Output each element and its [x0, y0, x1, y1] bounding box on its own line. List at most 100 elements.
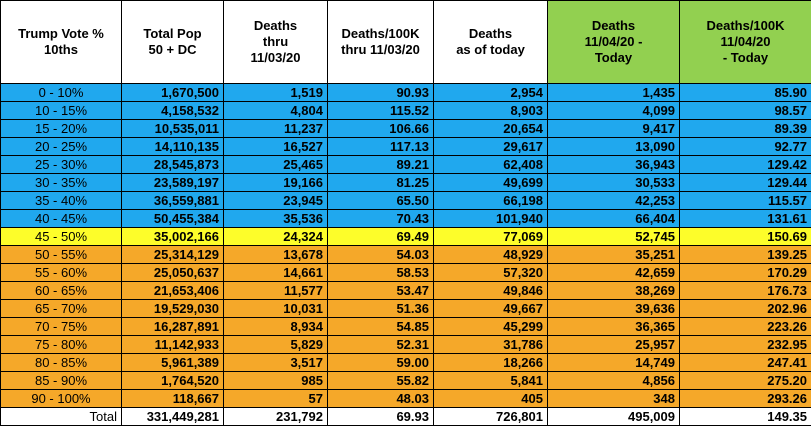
- data-cell: 77,069: [433, 227, 548, 246]
- data-cell: 54.85: [327, 317, 434, 336]
- data-cell: 1,670,500: [121, 83, 224, 102]
- table-row: 85 - 90% 1,764,520 985 55.82 5,841 4,856 275.2…: [0, 371, 811, 390]
- row-label-cell: 70 - 75%: [0, 317, 122, 336]
- table-row: 55 - 60% 25,050,637 14,661 58.53 57,320 42,65…: [0, 263, 811, 282]
- data-cell: 14,110,135: [121, 137, 224, 156]
- data-cell: 59.00: [327, 353, 434, 372]
- data-cell: 4,158,532: [121, 101, 224, 120]
- total-row: Total 331,449,281 231,792 69.93 726,801 495,0…: [0, 407, 811, 426]
- data-cell: 54.03: [327, 245, 434, 264]
- data-cell: 69.93: [327, 407, 434, 426]
- row-label-cell: 85 - 90%: [0, 371, 122, 390]
- data-cell: 66,198: [433, 191, 548, 210]
- data-cell: 495,009: [547, 407, 680, 426]
- data-cell: 232.95: [679, 335, 811, 354]
- table-row: 80 - 85% 5,961,389 3,517 59.00 18,266 14,749 2…: [0, 353, 811, 372]
- data-cell: 331,449,281: [121, 407, 224, 426]
- row-label-cell: 30 - 35%: [0, 173, 122, 192]
- table-row: 35 - 40% 36,559,881 23,945 65.50 66,198 42,25…: [0, 191, 811, 210]
- data-cell: 52.31: [327, 335, 434, 354]
- row-label-cell: 10 - 15%: [0, 101, 122, 120]
- data-cell: 29,617: [433, 137, 548, 156]
- data-cell: 98.57: [679, 101, 811, 120]
- data-cell: 49,846: [433, 281, 548, 300]
- data-cell: 10,031: [223, 299, 328, 318]
- data-cell: 51.36: [327, 299, 434, 318]
- row-label-cell: 45 - 50%: [0, 227, 122, 246]
- data-cell: 726,801: [433, 407, 548, 426]
- data-cell: 49,667: [433, 299, 548, 318]
- table-row: 65 - 70% 19,529,030 10,031 51.36 49,667 39,63…: [0, 299, 811, 318]
- table-row: 60 - 65% 21,653,406 11,577 53.47 49,846 38,26…: [0, 281, 811, 300]
- row-label-cell: 65 - 70%: [0, 299, 122, 318]
- data-cell: 4,804: [223, 101, 328, 120]
- data-cell: 66,404: [547, 209, 680, 228]
- data-cell: 2,954: [433, 83, 548, 102]
- row-label-cell: 55 - 60%: [0, 263, 122, 282]
- data-cell: 11,237: [223, 119, 328, 138]
- data-cell: 1,435: [547, 83, 680, 102]
- data-cell: 57,320: [433, 263, 548, 282]
- data-cell: 10,535,011: [121, 119, 224, 138]
- table-row: 50 - 55% 25,314,129 13,678 54.03 48,929 35,25…: [0, 245, 811, 264]
- data-cell: 35,002,166: [121, 227, 224, 246]
- data-cell: 92.77: [679, 137, 811, 156]
- row-label-cell: 20 - 25%: [0, 137, 122, 156]
- data-cell: 202.96: [679, 299, 811, 318]
- data-cell: 131.61: [679, 209, 811, 228]
- header-trump-vote: Trump Vote % 10ths: [0, 0, 122, 84]
- data-cell: 39,636: [547, 299, 680, 318]
- data-cell: 25,957: [547, 335, 680, 354]
- data-cell: 223.26: [679, 317, 811, 336]
- table-body: 0 - 10% 1,670,500 1,519 90.93 2,954 1,435 85.9…: [0, 83, 811, 426]
- row-label-cell: 60 - 65%: [0, 281, 122, 300]
- data-cell: 38,269: [547, 281, 680, 300]
- table-row: 25 - 30% 28,545,873 25,465 89.21 62,408 36,94…: [0, 155, 811, 174]
- table-row: 90 - 100% 118,667 57 48.03 405 348 293.26: [0, 389, 811, 408]
- data-cell: 5,841: [433, 371, 548, 390]
- data-cell: 89.39: [679, 119, 811, 138]
- data-cell: 25,465: [223, 155, 328, 174]
- table-row: 30 - 35% 23,589,197 19,166 81.25 49,699 30,53…: [0, 173, 811, 192]
- data-cell: 8,934: [223, 317, 328, 336]
- data-cell: 69.49: [327, 227, 434, 246]
- data-cell: 985: [223, 371, 328, 390]
- data-cell: 62,408: [433, 155, 548, 174]
- data-cell: 25,314,129: [121, 245, 224, 264]
- row-label-cell: 50 - 55%: [0, 245, 122, 264]
- data-cell: 23,589,197: [121, 173, 224, 192]
- data-cell: 1,764,520: [121, 371, 224, 390]
- table-row: 45 - 50% 35,002,166 24,324 69.49 77,069 52,74…: [0, 227, 811, 246]
- data-cell: 90.93: [327, 83, 434, 102]
- data-cell: 65.50: [327, 191, 434, 210]
- data-cell: 293.26: [679, 389, 811, 408]
- table-row: 75 - 80% 11,142,933 5,829 52.31 31,786 25,957…: [0, 335, 811, 354]
- row-label-cell: 75 - 80%: [0, 335, 122, 354]
- table-row: 10 - 15% 4,158,532 4,804 115.52 8,903 4,099 98…: [0, 101, 811, 120]
- data-cell: 45,299: [433, 317, 548, 336]
- row-label-cell: 90 - 100%: [0, 389, 122, 408]
- data-cell: 30,533: [547, 173, 680, 192]
- data-cell: 55.82: [327, 371, 434, 390]
- data-cell: 57: [223, 389, 328, 408]
- data-cell: 49,699: [433, 173, 548, 192]
- data-cell: 129.44: [679, 173, 811, 192]
- table-row: 70 - 75% 16,287,891 8,934 54.85 45,299 36,365…: [0, 317, 811, 336]
- header-deaths-thru: Deaths thru 11/03/20: [223, 0, 328, 84]
- data-cell: 20,654: [433, 119, 548, 138]
- data-cell: 348: [547, 389, 680, 408]
- data-cell: 23,945: [223, 191, 328, 210]
- data-cell: 13,678: [223, 245, 328, 264]
- data-cell: 16,287,891: [121, 317, 224, 336]
- data-cell: 89.21: [327, 155, 434, 174]
- data-cell: 48,929: [433, 245, 548, 264]
- row-label-cell: 15 - 20%: [0, 119, 122, 138]
- data-cell: 50,455,384: [121, 209, 224, 228]
- data-cell: 16,527: [223, 137, 328, 156]
- data-cell: 150.69: [679, 227, 811, 246]
- data-cell: 18,266: [433, 353, 548, 372]
- covid-deaths-by-trump-vote-table: Trump Vote % 10ths Total Pop 50 + DC Dea…: [0, 0, 811, 426]
- table-row: 20 - 25% 14,110,135 16,527 117.13 29,617 13,0…: [0, 137, 811, 156]
- data-cell: 176.73: [679, 281, 811, 300]
- data-cell: 13,090: [547, 137, 680, 156]
